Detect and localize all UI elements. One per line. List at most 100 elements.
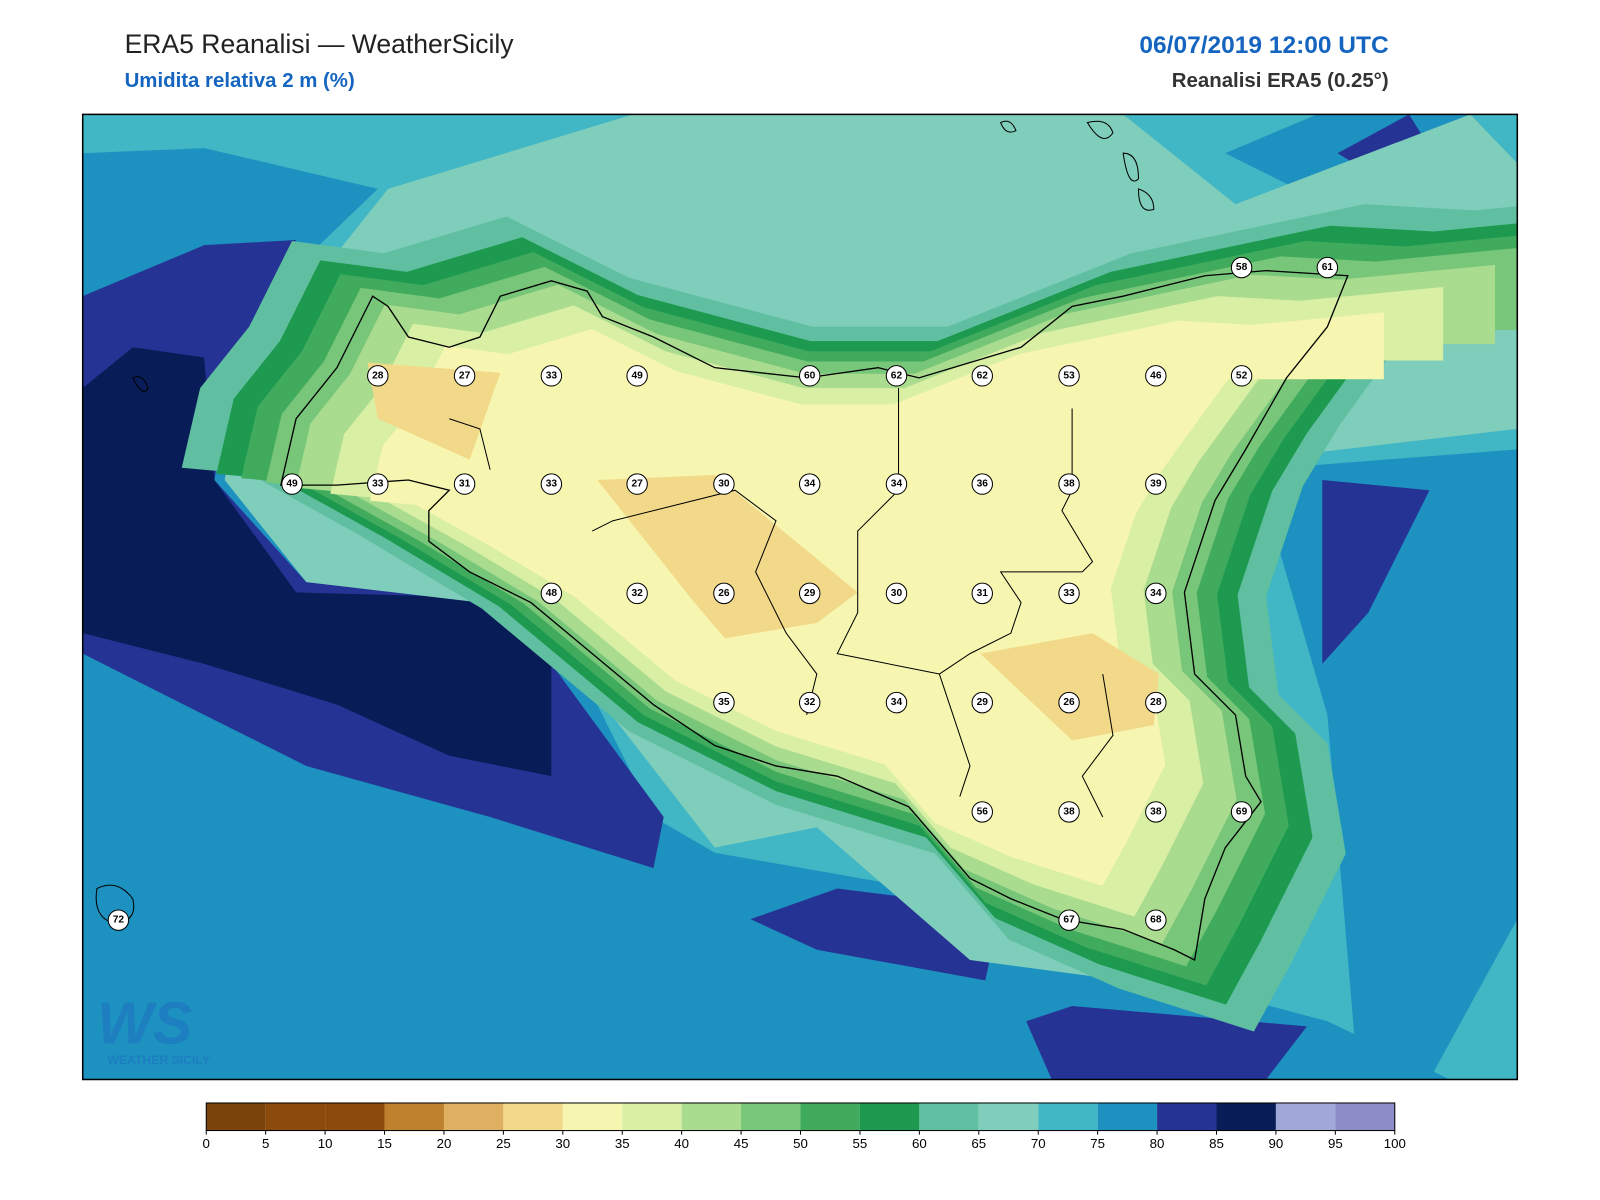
station-value: 30 <box>718 479 730 490</box>
colorbar-tick-label: 35 <box>615 1136 630 1151</box>
stations: 28 27 33 49 60 62 62 53 46 52 58 61 49 33 31 33 27 30 34 34… <box>107 256 1339 931</box>
colorbar-segment <box>562 1102 623 1131</box>
datetime: 06/07/2019 12:00 UTC <box>1139 32 1389 59</box>
station-marker <box>1058 365 1080 387</box>
colorbar-tick-label: 50 <box>793 1136 808 1151</box>
station-value: 33 <box>1063 588 1075 599</box>
subtitle: Umidita relativa 2 m (%) <box>125 70 355 92</box>
station-value: 60 <box>804 370 816 381</box>
station-marker <box>971 582 993 605</box>
colorbar-segment <box>681 1102 742 1131</box>
station-value: 49 <box>631 370 643 381</box>
colorbar-segment <box>325 1102 385 1131</box>
map: 28 27 33 49 60 62 62 53 46 52 58 61 49 33 31 33 27 30 34 34… <box>82 114 1518 1080</box>
station-marker <box>1145 691 1167 714</box>
station-value: 32 <box>804 697 816 708</box>
colorbar-tick-label: 30 <box>555 1136 570 1151</box>
station-marker <box>1145 582 1167 605</box>
station-marker <box>713 473 735 495</box>
station-marker <box>798 473 821 495</box>
station-value: 38 <box>1063 479 1075 490</box>
colorbar-tick-label: 70 <box>1031 1136 1046 1151</box>
station-marker <box>1316 256 1339 279</box>
station-marker <box>281 473 303 495</box>
station-marker <box>798 582 821 605</box>
station-marker <box>540 473 563 495</box>
station-marker <box>971 691 993 714</box>
colorbar-segment <box>206 1102 266 1131</box>
station-marker <box>713 691 735 714</box>
colorbar-tick-label: 80 <box>1150 1136 1165 1151</box>
station-marker <box>971 365 993 387</box>
colorbar-segment <box>503 1102 563 1131</box>
station-marker <box>1230 801 1253 823</box>
station-value: 39 <box>1150 479 1162 490</box>
station-value: 72 <box>113 915 125 926</box>
logo-mark: WS <box>97 990 192 1057</box>
station-marker <box>626 365 648 387</box>
station-value: 27 <box>459 370 471 381</box>
colorbar-segment <box>859 1102 920 1131</box>
colorbar-tick-label: 10 <box>318 1136 333 1151</box>
station-value: 36 <box>977 479 989 490</box>
station-value: 52 <box>1236 370 1248 381</box>
colorbar-tick-label: 90 <box>1269 1136 1284 1151</box>
colorbar-tick-label: 100 <box>1384 1136 1406 1151</box>
station-value: 34 <box>891 479 903 490</box>
map-frame <box>81 113 1519 1081</box>
colorbar: 0 5 10 15 20 25 30 35 40 45 50 55 60 65 70 75 80 85 90 95 10… <box>203 1102 1406 1151</box>
colorbar-segment <box>978 1102 1039 1131</box>
station-value: 33 <box>372 479 384 490</box>
colorbar-tick-label: 15 <box>377 1136 392 1151</box>
station-value: 33 <box>546 479 558 490</box>
station-value: 34 <box>891 697 903 708</box>
station-marker <box>367 365 389 387</box>
station-marker <box>885 473 908 495</box>
station-value: 27 <box>631 479 643 490</box>
station-value: 67 <box>1063 915 1075 926</box>
station-value: 33 <box>546 370 558 381</box>
colorbar-tick-label: 60 <box>912 1136 927 1151</box>
station-marker <box>1058 801 1080 823</box>
colorbar-segment <box>919 1102 979 1131</box>
station-marker <box>885 691 908 714</box>
station-marker <box>798 691 821 714</box>
colorbar-segment <box>265 1102 326 1131</box>
station-value: 34 <box>804 479 816 490</box>
station-marker <box>1058 909 1080 931</box>
colorbar-tick-label: 0 <box>203 1136 210 1151</box>
station-value: 32 <box>631 588 643 599</box>
logo-text: WEATHER SICILY <box>107 1053 210 1067</box>
station-marker <box>885 582 908 605</box>
station-value: 38 <box>1063 806 1075 817</box>
colorbar-tick-label: 45 <box>734 1136 749 1151</box>
station-value: 28 <box>372 370 384 381</box>
station-value: 53 <box>1063 370 1075 381</box>
station-value: 31 <box>459 479 471 490</box>
colorbar-segment <box>800 1102 860 1131</box>
station-marker <box>1058 473 1080 495</box>
station-value: 31 <box>977 588 989 599</box>
colorbar-tick-label: 95 <box>1328 1136 1343 1151</box>
station-marker <box>1230 256 1253 279</box>
colorbar-tick-label: 40 <box>674 1136 689 1151</box>
field-25 <box>367 362 1159 741</box>
source: Reanalisi ERA5 (0.25°) <box>1172 70 1389 92</box>
colorbar-segment <box>1275 1102 1336 1131</box>
station-value: 34 <box>1150 588 1162 599</box>
station-value: 29 <box>804 588 816 599</box>
station-value: 62 <box>977 370 989 381</box>
station-marker <box>626 473 648 495</box>
station-value: 49 <box>286 479 298 490</box>
station-marker <box>107 909 130 931</box>
station-marker <box>971 801 993 823</box>
station-marker <box>798 365 821 387</box>
colorbar-tick-label: 5 <box>262 1136 269 1151</box>
colorbar-tick-label: 75 <box>1090 1136 1105 1151</box>
station-value: 28 <box>1150 697 1162 708</box>
station-marker <box>1145 801 1167 823</box>
field-layers <box>181 204 1518 1032</box>
islands <box>95 120 1155 925</box>
station-marker <box>971 473 993 495</box>
